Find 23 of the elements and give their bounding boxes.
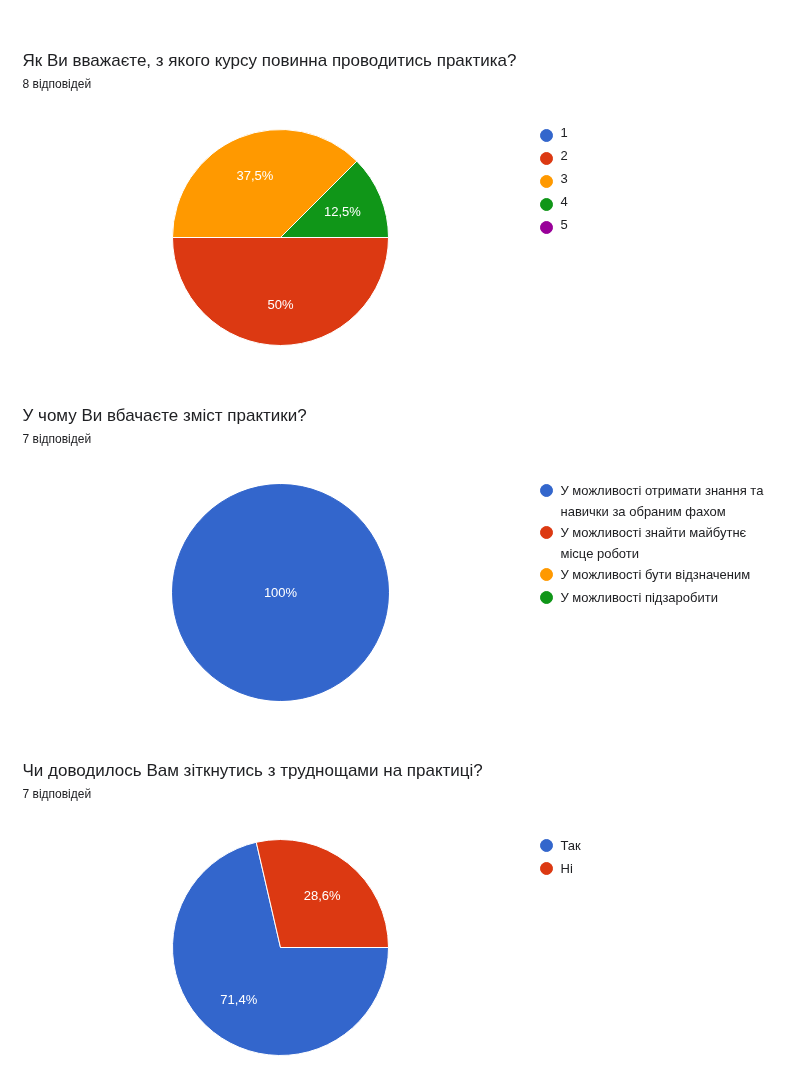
text: 7 відповідей — [22, 786, 92, 801]
data-label: 28,6% — [303, 887, 342, 903]
data-label: 71,4% — [220, 992, 258, 1008]
data-label: 50% — [267, 296, 294, 312]
legend-label: Так — [560, 837, 582, 853]
data-label: 100% — [263, 585, 298, 600]
data-label: 12,5% — [323, 204, 362, 220]
legend-label: 1 — [560, 124, 568, 140]
legend-label: 4 — [560, 193, 568, 209]
legend-label: 3 — [560, 170, 568, 186]
chart-title: Як Ви вважаєте, з якого курсу повинна проводитись практика? — [22, 51, 517, 70]
legend-label: У можливості підзаробити — [560, 589, 718, 605]
chart-title: Чи доводилось Вам зіткнутись з труднощами на практиці? — [22, 761, 483, 780]
legend-label: 5 — [560, 216, 568, 232]
legend-label: У можливості знайти майбутнє місце роботи — [560, 524, 747, 562]
legend-label: У можливості бути відзначеним — [560, 566, 751, 582]
text: 8 відповідей — [22, 76, 92, 91]
legend-label: У можливості отримати знання та навички за обраним фахом — [560, 482, 765, 520]
legend-label: 2 — [560, 147, 568, 163]
data-label: 37,5% — [236, 168, 274, 184]
legend-label: Ні — [560, 860, 573, 876]
text: 7 відповідей — [22, 431, 92, 446]
chart-title: У чому Ви вбачаєте зміст практики? — [22, 406, 307, 425]
